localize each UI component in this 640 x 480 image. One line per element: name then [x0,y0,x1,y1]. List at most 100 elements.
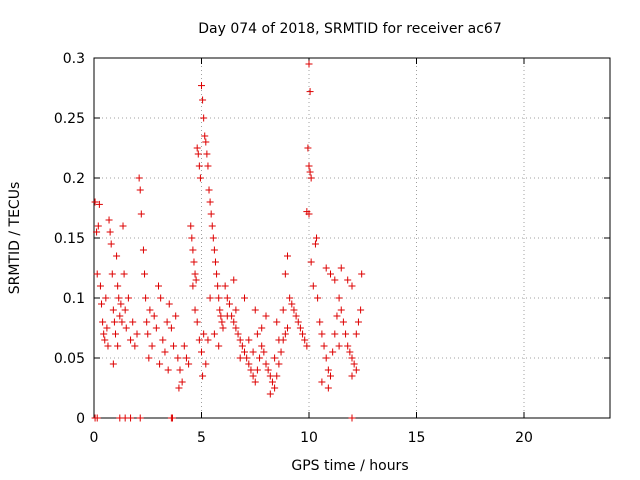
data-point [271,354,279,362]
data-point [273,372,281,380]
data-point [115,294,123,302]
data-point [337,264,345,272]
data-point [202,360,210,368]
y-tick-label: 0 [76,411,85,427]
y-tick-label: 0.2 [63,171,85,187]
y-tick-label: 0.15 [54,231,85,247]
data-point [188,234,196,242]
data-point [354,318,362,326]
data-point [141,270,149,278]
data-point [271,384,279,392]
data-point [122,324,130,332]
data-point [304,144,312,152]
data-point [163,318,171,326]
data-point [290,306,298,314]
data-point [109,360,117,368]
data-point [201,132,209,140]
data-point [120,270,128,278]
data-point [118,318,126,326]
data-point [155,282,162,290]
data-point [199,372,207,380]
data-point [206,294,214,302]
data-point [322,264,330,272]
data-point [318,378,326,386]
data-point [213,270,221,278]
data-point [348,372,356,380]
data-point [249,348,257,356]
data-point [294,318,302,326]
data-point [232,324,240,332]
data-point [127,414,135,422]
data-point [196,174,204,182]
chart-title: Day 074 of 2018, SRMTID for receiver ac6… [198,21,502,37]
data-point [306,168,314,176]
y-tick-label: 0.05 [54,351,85,367]
data-point [273,318,281,326]
data-point [313,234,321,242]
data-point [256,354,264,362]
data-point [204,336,212,344]
data-point [346,348,354,356]
data-point [131,342,139,350]
data-point [172,312,180,320]
data-point [358,270,366,278]
data-point [137,210,145,218]
data-point [106,228,114,236]
data-point [93,414,101,422]
grid [94,58,610,418]
data-point [203,150,211,158]
data-point [205,186,213,194]
data-point [307,174,315,182]
x-tick-label: 0 [90,430,99,446]
data-point [200,330,208,338]
data-point [139,246,147,254]
data-point [96,282,104,290]
data-point [209,234,217,242]
data-point [225,300,233,308]
data-point [167,324,175,332]
data-point [124,294,132,302]
data-point [344,276,352,284]
data-point [93,270,101,278]
data-point [324,366,332,374]
data-point [253,366,261,374]
y-tick-label: 0.1 [63,291,85,307]
data-point [192,276,200,284]
data-point [164,366,172,374]
data-point [301,336,309,344]
data-point [311,240,319,248]
data-point [210,246,218,254]
data-point [350,360,358,368]
data-point [107,240,115,248]
data-point [114,342,122,350]
data-point [292,312,300,320]
data-point [200,114,208,122]
data-point [299,330,307,338]
data-point [91,198,99,206]
data-point [198,82,205,90]
data-point [148,342,156,350]
data-point [194,150,202,158]
data-point [307,258,315,266]
x-tick-label: 10 [300,430,318,446]
axis-ticks [93,57,610,419]
data-point [288,300,296,308]
data-point [136,186,144,194]
y-tick-label: 0.25 [54,111,85,127]
data-point [93,228,101,236]
data-point [357,306,365,314]
data-point [223,312,231,320]
data-point [230,318,238,326]
data-point [191,306,199,314]
data-point [193,318,201,326]
data-point [211,258,219,266]
data-point [352,330,360,338]
data-point [322,354,330,362]
x-tick-label: 5 [197,430,206,446]
data-point [303,342,311,350]
data-point [221,282,229,290]
data-point [258,342,266,350]
data-point [266,390,274,398]
data-point [105,216,113,224]
